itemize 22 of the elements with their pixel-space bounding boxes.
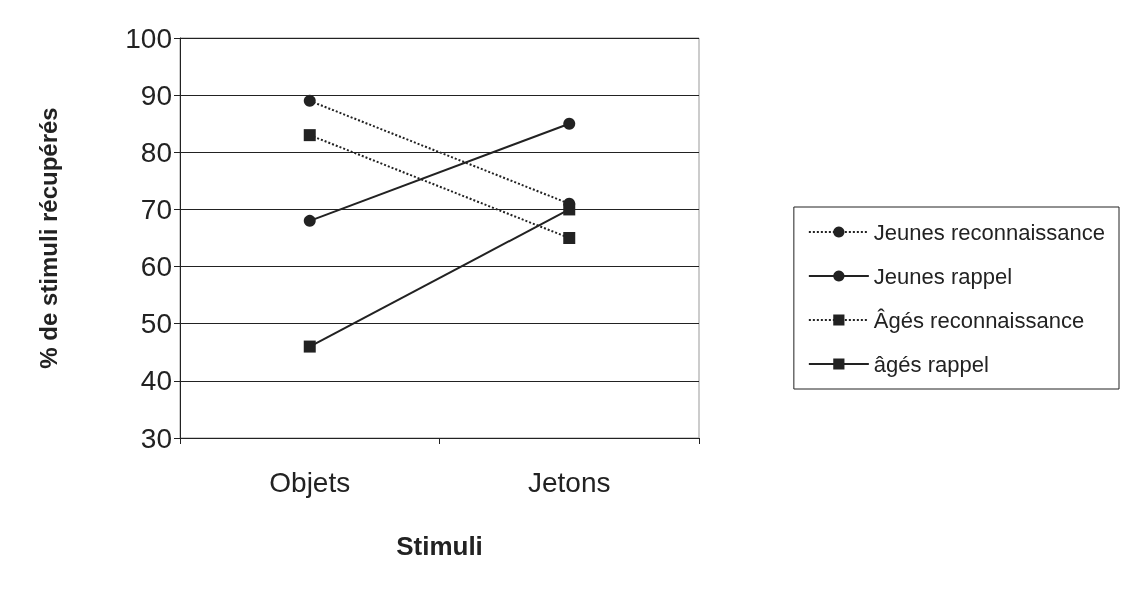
y-tick-label: 80 xyxy=(140,136,172,168)
legend-label: Âgés reconnaissance xyxy=(873,307,1085,333)
point xyxy=(303,94,316,107)
y-axis-title: % de stimuli récupérés xyxy=(34,107,62,369)
x-axis-title: Stimuli xyxy=(396,531,483,561)
y-tick-label: 60 xyxy=(140,251,172,283)
y-tick-label: 90 xyxy=(140,79,172,111)
x-tick-label: Objets xyxy=(269,466,351,498)
y-tick-label: 70 xyxy=(140,193,172,225)
x-tick-label: Jetons xyxy=(528,466,611,498)
point xyxy=(563,117,576,130)
y-tick-label: 50 xyxy=(140,308,172,340)
y-tick-label: 100 xyxy=(125,22,172,54)
point xyxy=(303,129,316,142)
point xyxy=(563,232,576,244)
legend-label: Jeunes reconnaissance xyxy=(873,219,1106,245)
legend-label: Jeunes rappel xyxy=(873,263,1013,289)
legend-label: âgés rappel xyxy=(873,351,989,377)
point xyxy=(303,340,316,353)
y-tick-label: 40 xyxy=(140,365,172,397)
point xyxy=(303,214,316,227)
y-tick-label: 30 xyxy=(140,422,172,454)
